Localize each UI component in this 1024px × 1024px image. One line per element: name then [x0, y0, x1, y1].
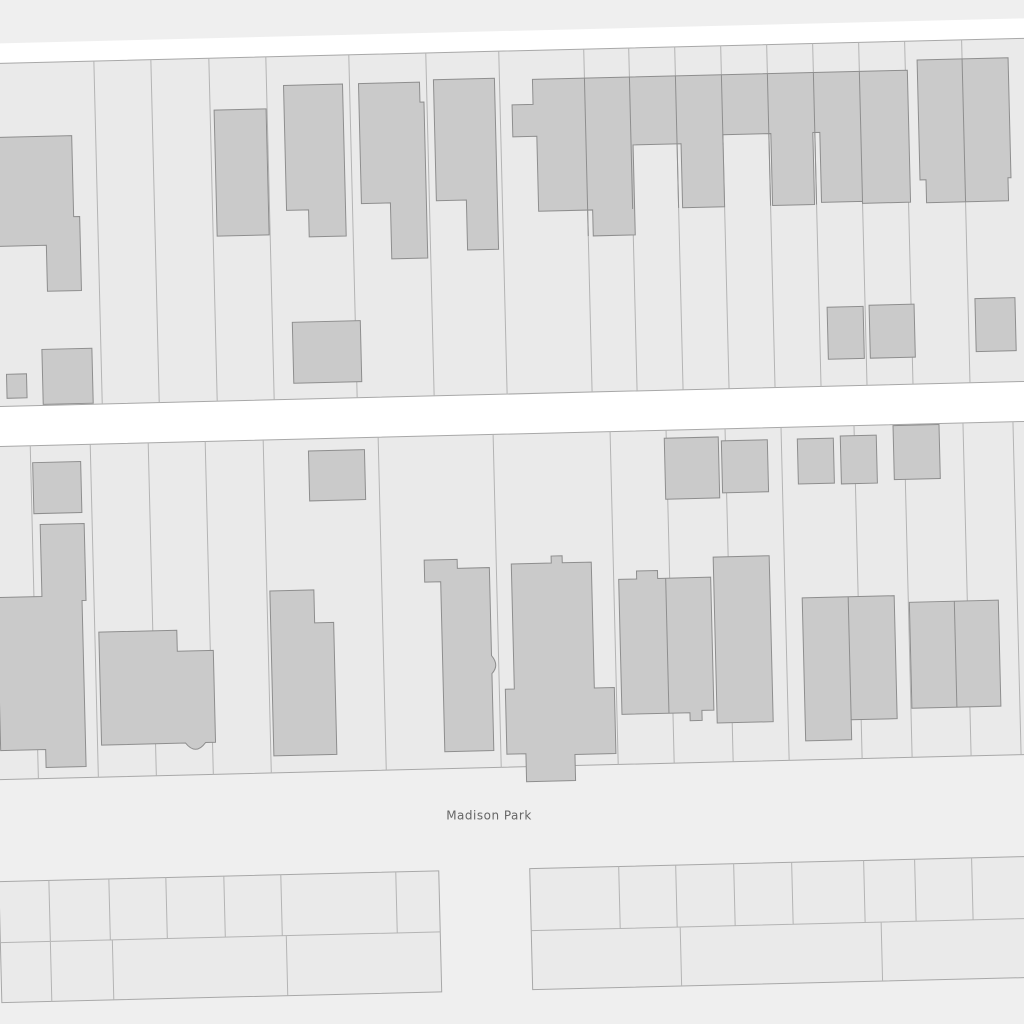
buildings — [0, 424, 1002, 783]
street — [0, 380, 1024, 448]
street — [0, 17, 1024, 65]
small-lots — [0, 855, 1024, 1004]
buildings — [0, 57, 1017, 405]
place-label: Madison Park — [446, 809, 532, 823]
map-features — [0, 17, 1024, 1004]
